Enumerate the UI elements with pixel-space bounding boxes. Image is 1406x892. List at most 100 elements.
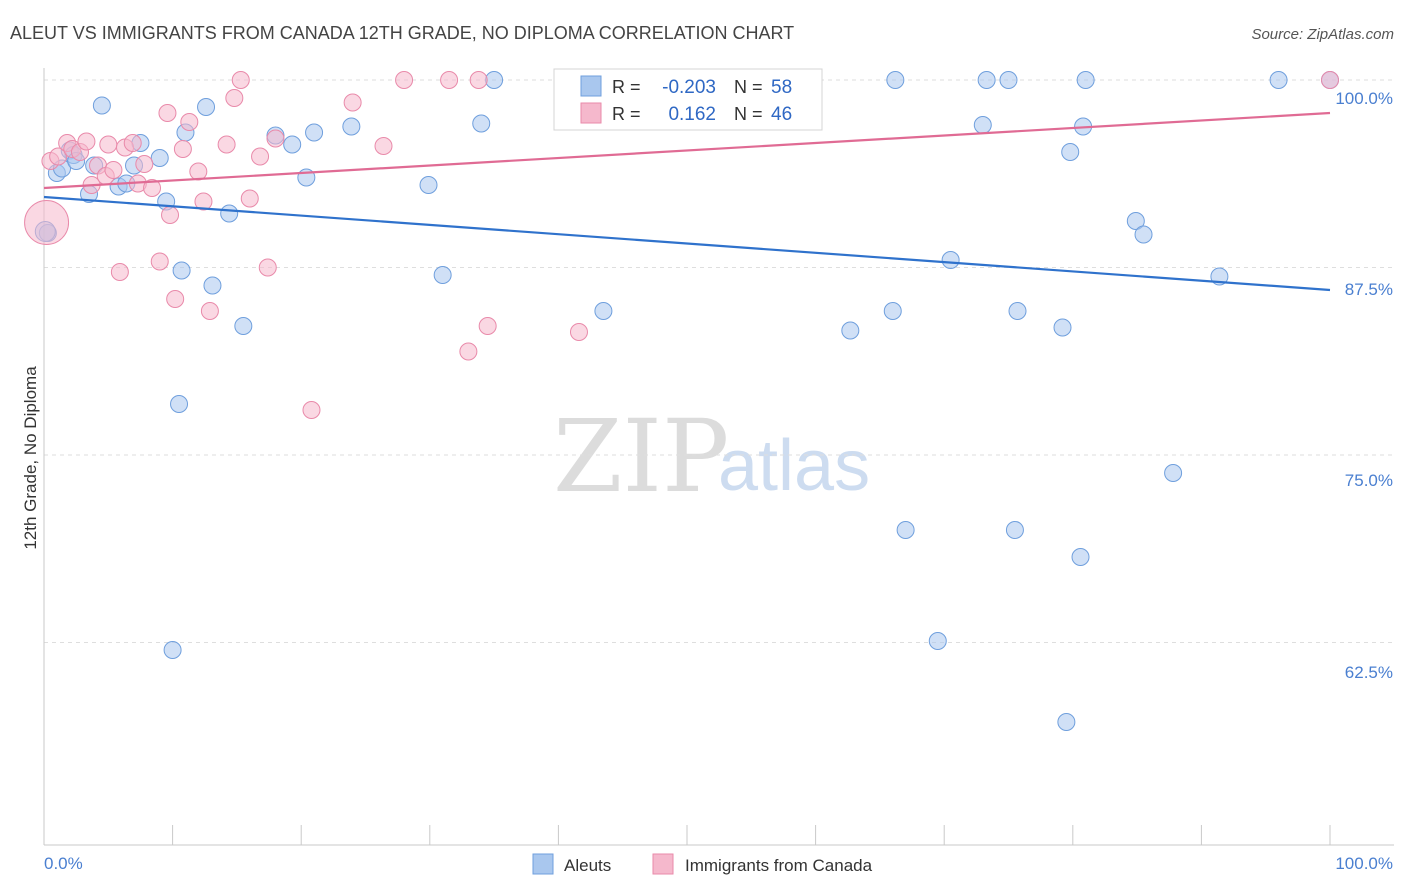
canada-point-32 [266,129,285,148]
trend-line-aleuts [43,195,1331,292]
trend-line-canada [43,111,1331,190]
aleuts-point-41 [977,71,996,89]
stats-box: R = -0.203 N = 58 R = 0.162 N = 46 [553,68,823,131]
canada-point-36 [395,71,414,89]
series-immigrants-from-canada [24,71,1339,419]
aleuts-point-49 [1071,548,1090,566]
stats-r-value-aleuts: -0.203 [662,77,716,98]
series-aleuts [34,71,1339,731]
aleuts-point-21 [234,317,253,335]
y-tick-label-100: 100.0% [1335,89,1393,108]
canada-point-19 [161,206,180,224]
aleuts-point-40 [973,116,992,134]
canada-point-39 [469,71,488,89]
stats-r-label-canada: R = [612,104,641,124]
stats-swatch-canada [580,102,602,124]
canada-point-13 [123,134,142,152]
canada-point-38 [459,342,478,361]
aleuts-point-51 [1126,212,1145,230]
y-tick-labels: 100.0% 87.5% 75.0% 62.5% [1335,89,1393,682]
canada-point-22 [180,113,199,131]
aleuts-point-13 [150,149,169,167]
legend-swatch-aleuts [532,853,554,875]
stats-r-value-canada: 0.162 [668,104,716,125]
aleuts-point-42 [999,71,1018,89]
aleuts-point-25 [305,123,324,142]
canada-point-16 [143,179,162,197]
canada-point-5 [77,132,96,151]
aleuts-point-28 [419,176,438,194]
canada-point-35 [374,137,393,155]
canada-point-15 [135,155,154,173]
aleuts-point-18 [197,98,216,116]
stats-n-value-canada: 46 [771,104,792,125]
legend-label-canada: Immigrants from Canada [685,856,873,875]
stats-swatch-aleuts [580,75,602,97]
stats-r-label-aleuts: R = [612,77,641,97]
aleuts-point-39 [941,251,960,269]
aleuts-point-26 [342,117,361,136]
aleuts-point-52 [1134,225,1153,244]
gridlines [44,79,1394,643]
chart-source: Source: ZipAtlas.com [1251,26,1394,43]
canada-point-11 [110,263,129,281]
aleuts-point-32 [594,302,613,320]
aleuts-point-38 [928,632,947,650]
aleuts-point-29 [433,266,452,284]
y-tick-label-75: 75.0% [1345,471,1393,490]
canada-point-10 [104,161,123,179]
canada-point-27 [225,89,244,107]
aleuts-point-16 [172,261,191,280]
aleuts-point-44 [1008,302,1027,320]
aleuts-point-19 [203,276,222,295]
canada-point-40 [478,317,497,335]
aleuts-point-23 [283,135,302,154]
canada-point-17 [150,252,169,271]
watermark-zip: ZIP [553,398,729,515]
canada-point-24 [194,192,213,211]
canada-point-44 [1321,71,1339,89]
aleuts-point-46 [1057,713,1076,731]
canada-point-42 [569,323,588,341]
aleuts-point-45 [1053,318,1072,337]
watermark-atlas: atlas [718,426,870,506]
aleuts-point-31 [485,71,504,89]
chart-title: ALEUT VS IMMIGRANTS FROM CANADA 12TH GRA… [10,23,794,43]
legend-swatch-canada [652,853,674,875]
trend-lines [43,111,1331,292]
stats-n-label-canada: N = [734,104,763,124]
aleuts-point-55 [1269,71,1288,89]
aleuts-point-47 [1061,143,1080,161]
canada-point-31 [258,258,277,277]
canada-point-33 [302,401,321,419]
aleuts-point-27 [163,641,182,659]
aleuts-point-35 [883,302,902,320]
aleuts-point-50 [1076,71,1095,89]
aleuts-point-34 [841,321,860,340]
y-axis-label: 12th Grade, No Diploma [21,366,40,550]
x-tick-label-max: 100.0% [1335,854,1393,873]
aleuts-point-37 [896,521,915,539]
aleuts-point-36 [886,71,905,89]
canada-point-30 [251,147,270,166]
canada-point-25 [200,302,219,320]
canada-point-18 [158,104,177,122]
aleuts-point-15 [170,395,189,413]
canada-point-23 [189,162,208,181]
watermark: ZIP atlas [553,398,870,515]
aleuts-point-43 [1005,521,1024,539]
x-tick-marks [43,825,1331,845]
canada-point-37 [440,71,459,89]
canada-point-21 [173,140,192,158]
canada-point-28 [231,71,250,89]
stats-n-value-aleuts: 58 [771,77,792,98]
y-tick-label-62-5: 62.5% [1345,663,1393,682]
stats-n-label-aleuts: N = [734,77,763,97]
y-tick-label-87-5: 87.5% [1345,280,1393,299]
canada-point-26 [217,135,236,154]
aleuts-point-20 [220,204,239,223]
canada-point-29 [240,189,259,208]
canada-point-34 [343,93,362,112]
canada-point-9 [99,135,118,154]
